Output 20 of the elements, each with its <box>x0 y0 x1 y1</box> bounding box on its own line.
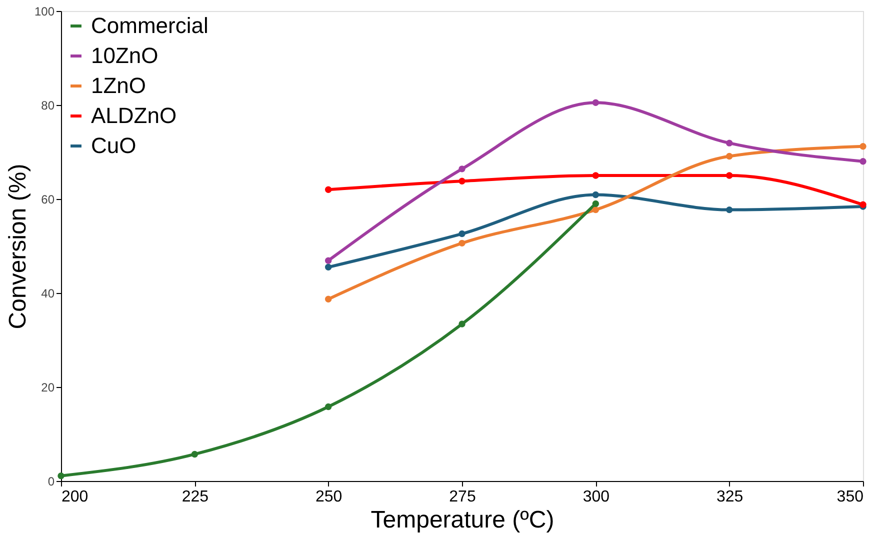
legend-label: ALDZnO <box>91 103 177 128</box>
y-tick-label: 20 <box>41 380 55 394</box>
x-tick-label: 225 <box>182 488 209 506</box>
legend-label: CuO <box>91 133 136 158</box>
y-axis-title: Conversion (%) <box>4 164 32 330</box>
x-tick-label: 200 <box>62 488 88 506</box>
legend-label: 1ZnO <box>91 73 146 98</box>
y-tick-label: 0 <box>48 474 55 488</box>
y-tick-label: 40 <box>41 286 55 300</box>
x-tick-label: 250 <box>315 488 342 506</box>
x-tick-label: 350 <box>836 488 864 506</box>
legend-label: 10ZnO <box>91 43 158 68</box>
y-tick-label: 100 <box>34 4 55 18</box>
x-axis-title: Temperature (ºC) <box>370 506 554 534</box>
x-tick-label: 325 <box>716 488 744 506</box>
y-tick-label: 80 <box>41 98 55 112</box>
x-tick-label: 275 <box>449 488 476 506</box>
legend-label: Commercial <box>91 13 208 38</box>
y-tick-label: 60 <box>41 192 55 206</box>
x-tick-label: 300 <box>582 488 610 506</box>
